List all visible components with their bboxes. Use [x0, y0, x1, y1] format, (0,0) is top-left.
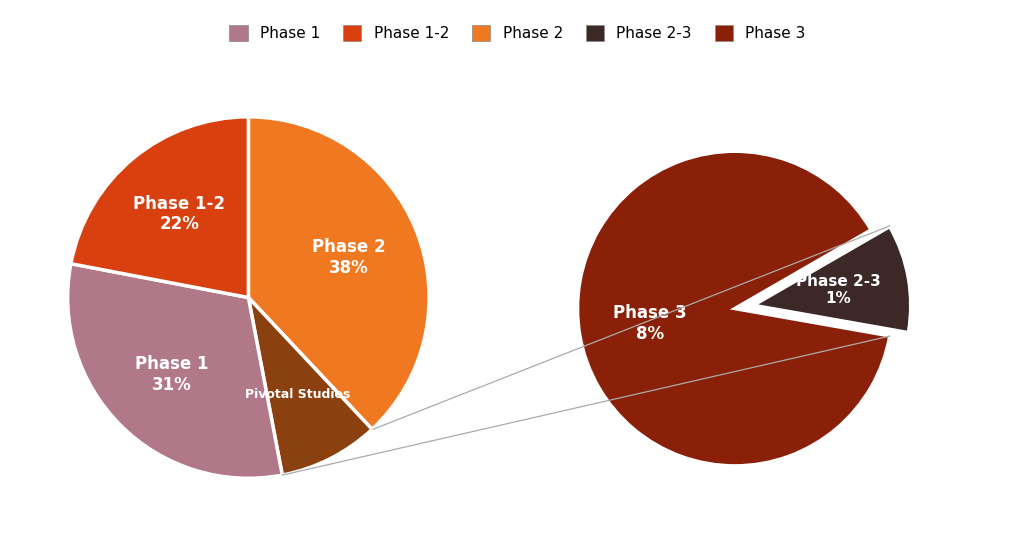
Wedge shape: [67, 264, 283, 478]
Text: Phase 1-2
22%: Phase 1-2 22%: [134, 195, 226, 234]
Legend: Phase 1, Phase 1-2, Phase 2, Phase 2-3, Phase 3: Phase 1, Phase 1-2, Phase 2, Phase 2-3, …: [230, 25, 805, 41]
Text: Phase 2
38%: Phase 2 38%: [313, 238, 386, 277]
Wedge shape: [753, 226, 911, 333]
Text: Phase 1
31%: Phase 1 31%: [135, 355, 208, 393]
Wedge shape: [248, 298, 373, 475]
Text: Pivotal Studies: Pivotal Studies: [245, 388, 350, 401]
Text: Phase 3
8%: Phase 3 8%: [613, 304, 686, 343]
Wedge shape: [248, 117, 430, 429]
Text: Phase 2-3
1%: Phase 2-3 1%: [796, 274, 881, 306]
Wedge shape: [578, 151, 890, 466]
Wedge shape: [70, 117, 248, 298]
